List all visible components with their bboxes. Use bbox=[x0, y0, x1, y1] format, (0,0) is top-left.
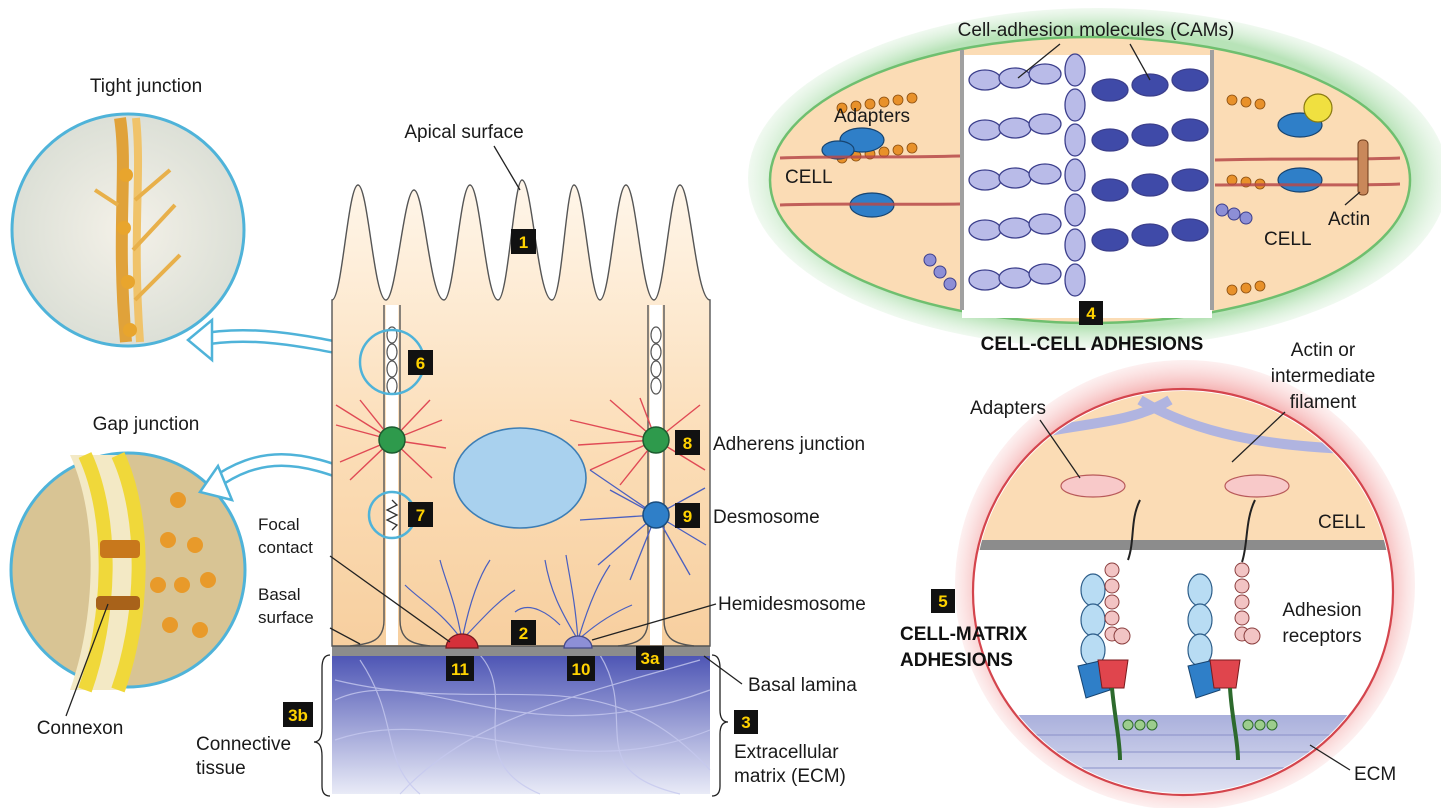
adhesion-receptors-label-line2: receptors bbox=[1282, 626, 1361, 647]
adherens-junction-label: Adherens junction bbox=[713, 434, 865, 455]
connexon-label: Connexon bbox=[37, 718, 124, 739]
svg-text:1: 1 bbox=[519, 233, 528, 252]
badge-3: 3 bbox=[734, 710, 758, 734]
adherens-junction-left bbox=[378, 426, 406, 454]
actin-or-label-line2: intermediate bbox=[1271, 366, 1376, 387]
tight-junction-label: Tight junction bbox=[90, 76, 202, 97]
badge-11: 11 bbox=[446, 656, 474, 681]
nucleus bbox=[453, 427, 587, 529]
badge-5: 5 bbox=[931, 589, 955, 613]
cell-right-label: CELL bbox=[1264, 229, 1312, 250]
badge-6: 6 bbox=[408, 350, 433, 375]
svg-text:6: 6 bbox=[416, 354, 425, 373]
ecm-short-label: ECM bbox=[1354, 764, 1396, 785]
cell-left-label: CELL bbox=[785, 167, 833, 188]
focal-contact-label-line2: contact bbox=[258, 538, 313, 557]
adhesion-receptors-label-line1: Adhesion bbox=[1282, 600, 1361, 621]
tight-junction-inset: Tight junction bbox=[10, 76, 246, 348]
badge-3a: 3a bbox=[636, 646, 664, 670]
ecm-bracket bbox=[711, 654, 729, 797]
actin-label: Actin bbox=[1328, 209, 1370, 230]
adherens-junction-right bbox=[642, 426, 670, 454]
cell-cell-adhesions-label: CELL-CELL ADHESIONS bbox=[981, 334, 1204, 355]
svg-text:10: 10 bbox=[572, 660, 591, 679]
cell-cell-adhesion-inset: Cell-adhesion molecules (CAMs) Adapters … bbox=[748, 8, 1441, 355]
ecm-label-line2: matrix (ECM) bbox=[734, 766, 846, 787]
connective-tissue-bracket bbox=[313, 654, 331, 797]
basal-lamina-label: Basal lamina bbox=[748, 675, 857, 696]
basal-surface-label-line2: surface bbox=[258, 608, 314, 627]
svg-text:3a: 3a bbox=[641, 649, 660, 668]
desmosome-right bbox=[642, 501, 670, 529]
adapters-bottom-label: Adapters bbox=[970, 398, 1046, 419]
cell-matrix-label-line2: ADHESIONS bbox=[900, 650, 1013, 671]
basal-surface-label-line1: Basal bbox=[258, 585, 301, 604]
badge-7: 7 bbox=[408, 502, 433, 527]
basal-lamina bbox=[332, 646, 710, 656]
svg-text:2: 2 bbox=[519, 624, 528, 643]
connective-tissue-label-line2: tissue bbox=[196, 758, 246, 779]
desmosome-label: Desmosome bbox=[713, 507, 820, 528]
hemidesmosome bbox=[563, 635, 593, 649]
apical-surface-label: Apical surface bbox=[404, 122, 523, 143]
ecm-label-line1: Extracellular bbox=[734, 742, 839, 763]
badge-1: 1 bbox=[511, 229, 536, 254]
cell-matrix-label-line1: CELL-MATRIX bbox=[900, 624, 1028, 645]
actin-or-label-line1: Actin or bbox=[1291, 340, 1356, 361]
focal-contact-label-line1: Focal bbox=[258, 515, 300, 534]
adapter-left bbox=[1060, 474, 1126, 498]
focal-contact bbox=[445, 633, 479, 649]
svg-text:11: 11 bbox=[451, 660, 469, 679]
badge-3b: 3b bbox=[283, 702, 313, 727]
gap-junction-inset: Gap junction Connexon bbox=[9, 414, 247, 739]
svg-text:5: 5 bbox=[938, 592, 947, 611]
svg-text:7: 7 bbox=[416, 506, 425, 525]
svg-text:4: 4 bbox=[1086, 304, 1096, 323]
svg-text:3: 3 bbox=[741, 713, 750, 732]
badge-4: 4 bbox=[1079, 301, 1103, 325]
svg-text:8: 8 bbox=[683, 434, 692, 453]
connective-tissue bbox=[332, 652, 710, 794]
svg-text:9: 9 bbox=[683, 507, 692, 526]
cell-body bbox=[331, 179, 711, 647]
actin-or-label-line3: filament bbox=[1290, 392, 1357, 413]
adapters-top-label: Adapters bbox=[834, 106, 910, 127]
badge-10: 10 bbox=[567, 656, 595, 681]
connective-tissue-label-line1: Connective bbox=[196, 734, 291, 755]
adapter-right bbox=[1224, 474, 1290, 498]
badge-8: 8 bbox=[675, 430, 700, 455]
cell-bottom-label: CELL bbox=[1318, 512, 1366, 533]
badges: 1 2 3a 3 3b 4 5 6 7 8 9 10 11 bbox=[283, 229, 1103, 734]
svg-text:3b: 3b bbox=[288, 706, 308, 725]
gap-junction-label: Gap junction bbox=[93, 414, 200, 435]
cams-label: Cell-adhesion molecules (CAMs) bbox=[958, 20, 1235, 41]
badge-2: 2 bbox=[511, 620, 536, 645]
hemidesmosome-label: Hemidesmosome bbox=[718, 594, 866, 615]
cell-matrix-adhesion-inset: Adapters Actin or intermediate filament … bbox=[900, 340, 1415, 808]
badge-9: 9 bbox=[675, 503, 700, 528]
epithelium bbox=[313, 179, 729, 797]
